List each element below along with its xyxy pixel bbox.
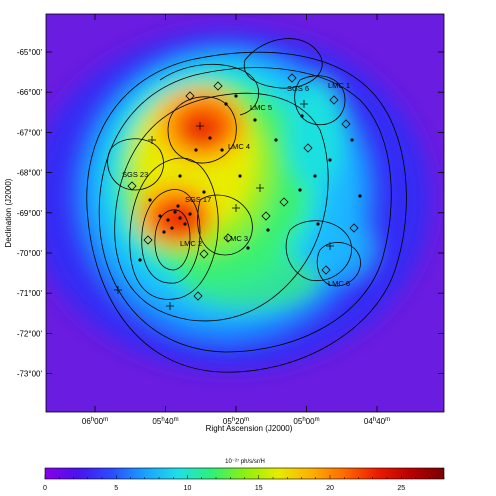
colorbar-label: 10⁻²⁷ ph/s/sr/H	[225, 458, 265, 465]
contour-lines	[86, 38, 407, 373]
x-tick-label: 04h40m	[364, 417, 390, 426]
colorbar-tick-label: 15	[255, 485, 263, 492]
colorbar-tick-label: 25	[397, 485, 405, 492]
region-label-sgs23: SGS 23	[122, 170, 148, 179]
region-label-lmc6: LMC 6	[328, 279, 350, 288]
x-axis-title: Right Ascension (J2000)	[206, 424, 293, 433]
plot-area: SGS 6 LMC 1 LMC 5 LMC 4 SGS 23 SGS 17 LM…	[45, 13, 445, 413]
colorbar: 10⁻²⁷ ph/s/sr/H 0 5 10 15 20 25	[43, 458, 445, 492]
region-label-lmc3: LMC 3	[226, 234, 248, 243]
colorbar-tick-label: 20	[326, 485, 334, 492]
colorbar-tick-label: 0	[43, 485, 47, 492]
y-tick-label: -66°00'	[17, 88, 43, 97]
y-tick-label: -71°00'	[17, 289, 43, 298]
x-tick-label: 05h00m	[293, 417, 319, 426]
region-label-sgs6: SGS 6	[287, 84, 309, 93]
region-label-lmc5: LMC 5	[250, 103, 272, 112]
x-axis: 06h00m 05h40m 05h20m 05h00m 04h40m	[82, 14, 390, 426]
colorbar-tick-label: 10	[184, 485, 192, 492]
star-markers	[138, 94, 362, 262]
x-tick-label: 05h40m	[152, 417, 178, 426]
colorbar-ticks: 0 5 10 15 20 25	[43, 475, 445, 492]
y-axis: -65°00' -66°00' -67°00' -68°00' -69°00' -70°0…	[17, 48, 444, 379]
y-tick-label: -72°00'	[17, 329, 43, 338]
y-tick-label: -73°00'	[17, 370, 43, 379]
y-tick-label: -68°00'	[17, 169, 43, 178]
y-axis-title: Declination (J2000)	[4, 178, 13, 247]
colorbar-tick-label: 5	[114, 485, 118, 492]
x-tick-label: 05h20m	[223, 417, 249, 426]
intensity-map	[46, 30, 430, 370]
y-tick-label: -70°00'	[17, 249, 43, 258]
region-label-lmc1: LMC 1	[328, 81, 350, 90]
source-markers	[114, 73, 359, 310]
y-tick-label: -69°00'	[17, 209, 43, 218]
region-label-lmc2: LMC 2	[180, 239, 202, 248]
region-label-lmc4: LMC 4	[228, 142, 250, 151]
region-label-sgs17: SGS 17	[185, 195, 211, 204]
region-labels: SGS 6 LMC 1 LMC 5 LMC 4 SGS 23 SGS 17 LM…	[122, 81, 350, 288]
y-tick-label: -65°00'	[17, 48, 43, 57]
y-tick-label: -67°00'	[17, 128, 43, 137]
x-tick-label: 06h00m	[82, 417, 108, 426]
